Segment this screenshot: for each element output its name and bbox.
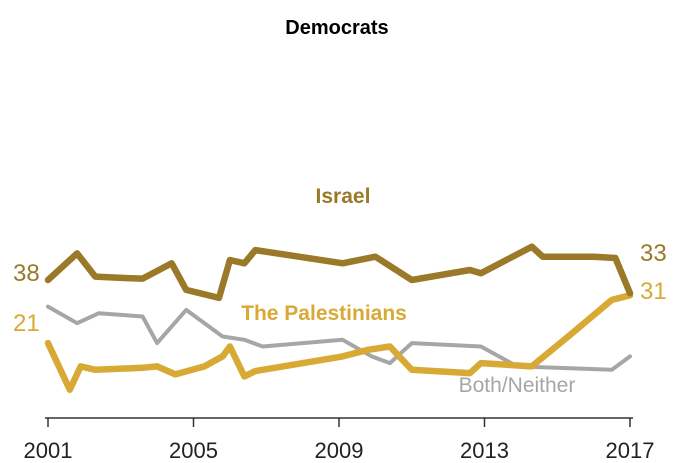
series-labels: Israel The Palestinians Both/Neither 38 21 33… bbox=[13, 185, 667, 397]
end-value-palestinians: 31 bbox=[640, 278, 667, 305]
x-tick-label: 2005 bbox=[169, 438, 218, 463]
x-tick-label: 2001 bbox=[24, 438, 73, 463]
series-name-israel: Israel bbox=[316, 185, 371, 208]
x-tick-label: 2013 bbox=[460, 438, 509, 463]
x-axis: 2001 2005 2009 2013 2017 bbox=[24, 418, 655, 463]
end-value-israel: 33 bbox=[640, 240, 667, 267]
x-tick-label: 2009 bbox=[315, 438, 364, 463]
series-name-both-neither: Both/Neither bbox=[459, 374, 576, 397]
start-value-israel: 38 bbox=[13, 260, 40, 287]
series-line-israel bbox=[48, 247, 630, 298]
start-value-palestinians: 21 bbox=[13, 310, 40, 337]
x-tick-label: 2017 bbox=[606, 438, 655, 463]
series-name-palestinians: The Palestinians bbox=[241, 302, 407, 325]
